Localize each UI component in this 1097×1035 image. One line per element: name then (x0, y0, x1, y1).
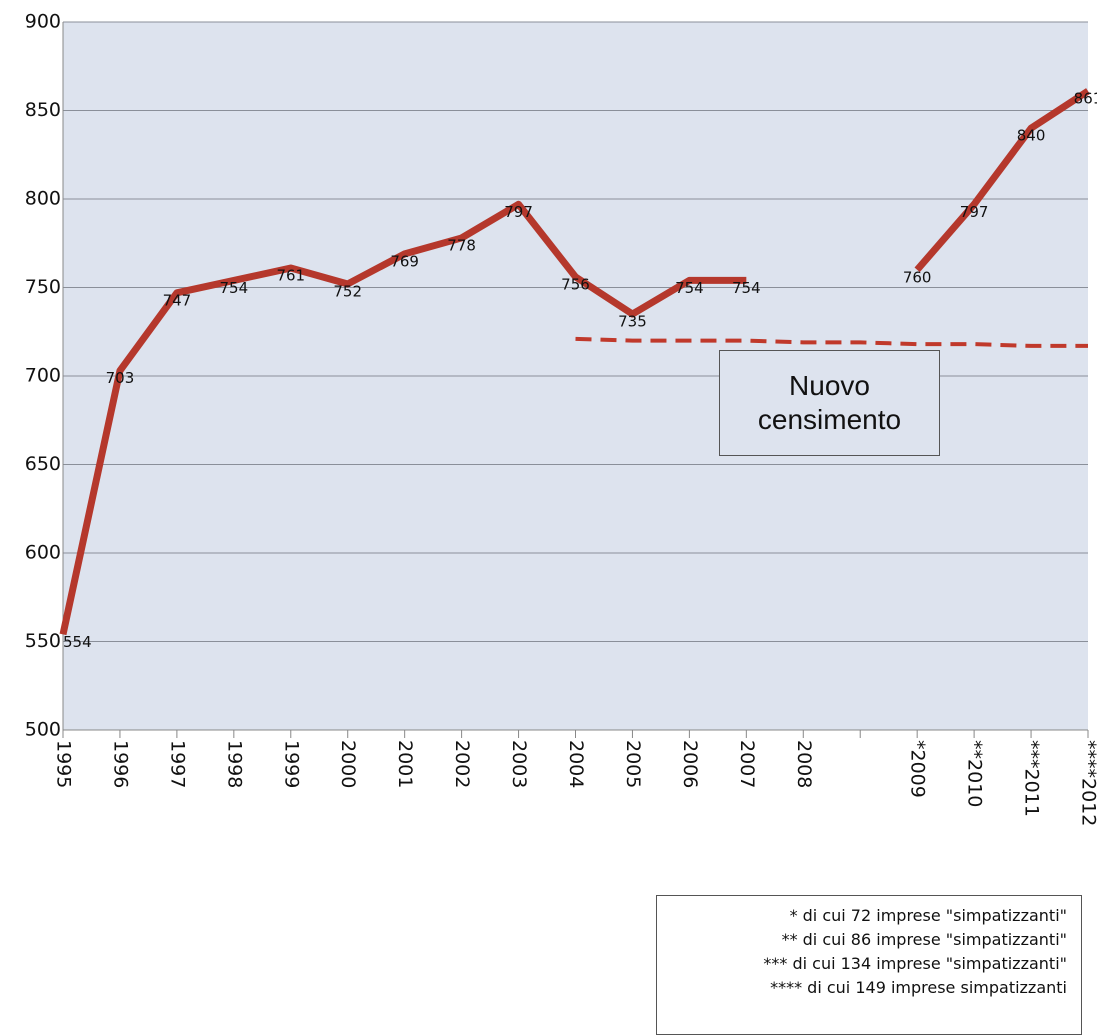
data-label: 754 (220, 279, 249, 297)
data-label: 752 (333, 282, 362, 300)
x-tick-label: *2009 (907, 740, 929, 798)
data-label: 747 (163, 291, 192, 309)
data-label: 761 (276, 267, 305, 285)
x-tick-label: 1997 (166, 740, 188, 788)
footnote: **** di cui 149 imprese simpatizzanti (657, 976, 1067, 1000)
x-tick-label: 2000 (337, 740, 359, 788)
data-label: 769 (390, 252, 419, 270)
data-label: 840 (1017, 127, 1046, 145)
data-label: 754 (732, 279, 761, 297)
x-tick-label: 1995 (53, 740, 75, 788)
footnote: ** di cui 86 imprese "simpatizzanti" (657, 928, 1067, 952)
y-tick-label: 600 (25, 542, 61, 564)
x-tick-label: 2007 (736, 740, 758, 788)
data-label: 554 (63, 633, 92, 651)
data-label: 703 (106, 369, 135, 387)
y-tick-label: 500 (25, 719, 61, 741)
data-label: 735 (618, 313, 647, 331)
data-label: 756 (561, 275, 590, 293)
y-tick-label: 900 (25, 11, 61, 33)
x-tick-label: 1998 (223, 740, 245, 788)
data-label: 760 (903, 268, 932, 286)
y-tick-label: 750 (25, 276, 61, 298)
footnote: * di cui 72 imprese "simpatizzanti" (657, 904, 1067, 928)
y-tick-label: 700 (25, 365, 61, 387)
x-tick-label: 2008 (793, 740, 815, 788)
x-tick-label: 2006 (679, 740, 701, 788)
x-tick-label: 1999 (280, 740, 302, 788)
x-tick-label: 2003 (508, 740, 530, 788)
data-label: 797 (504, 203, 533, 221)
data-label: 754 (675, 279, 704, 297)
x-tick-label: 2001 (394, 740, 416, 788)
x-tick-label: 2004 (565, 740, 587, 788)
y-tick-label: 850 (25, 99, 61, 121)
x-tick-label: 2005 (622, 740, 644, 788)
footnotes: * di cui 72 imprese "simpatizzanti" ** d… (656, 895, 1082, 1035)
x-tick-label: ***2011 (1021, 740, 1043, 817)
footnote: *** di cui 134 imprese "simpatizzanti" (657, 952, 1067, 976)
x-tick-label: ****2012 (1078, 740, 1097, 826)
x-tick-label: 2002 (451, 740, 473, 788)
data-label: 778 (447, 236, 476, 254)
data-label: 861 (1074, 90, 1097, 108)
y-tick-label: 800 (25, 188, 61, 210)
x-tick-label: 1996 (109, 740, 131, 788)
data-label: 797 (960, 203, 989, 221)
y-tick-label: 650 (25, 453, 61, 475)
annotation: Nuovo censimento (719, 350, 940, 456)
x-tick-label: **2010 (964, 740, 986, 807)
y-tick-label: 550 (25, 630, 61, 652)
